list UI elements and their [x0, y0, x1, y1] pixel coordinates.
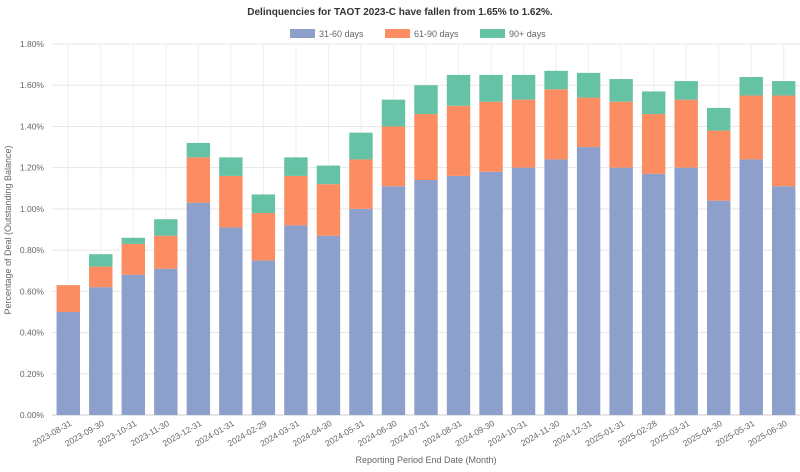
- bar-segment-90-days: [316, 165, 341, 185]
- bar-segment-61-90-days: [121, 243, 146, 275]
- bar-segment-90-days: [121, 237, 146, 244]
- bar-segment-31-60-days: [739, 159, 763, 415]
- bar-segment-90-days: [381, 99, 406, 127]
- bar-segment-31-60-days: [609, 167, 633, 415]
- legend-swatch: [290, 29, 315, 38]
- bar-segment-90-days: [349, 132, 373, 160]
- bar-segment-90-days: [414, 85, 438, 115]
- bar-segment-61-90-days: [609, 101, 633, 168]
- legend-swatch: [480, 29, 505, 38]
- bar-segment-31-60-days: [251, 260, 276, 415]
- bar-segment-31-60-days: [154, 268, 178, 415]
- legend-label: 90+ days: [509, 29, 546, 39]
- legend: 31-60 days 61-90 days 90+ days: [290, 29, 546, 39]
- bar-segment-61-90-days: [772, 95, 796, 187]
- bar-segment-61-90-days: [89, 266, 113, 288]
- bar-segment-61-90-days: [446, 105, 471, 176]
- bar-segment-90-days: [511, 74, 536, 100]
- y-tick-label: 1.60%: [20, 80, 45, 90]
- bar-segment-31-60-days: [479, 171, 503, 415]
- legend-item[interactable]: 31-60 days: [290, 29, 364, 39]
- bar-segment-61-90-days: [706, 130, 731, 201]
- bar-segment-61-90-days: [511, 99, 536, 168]
- bar-segment-61-90-days: [479, 101, 503, 172]
- bar-segment-61-90-days: [251, 213, 276, 261]
- bar-segment-61-90-days: [284, 175, 308, 226]
- legend-label: 61-90 days: [414, 29, 459, 39]
- bar-segment-61-90-days: [739, 95, 763, 160]
- bar-segment-61-90-days: [186, 157, 211, 203]
- bar-segment-61-90-days: [576, 97, 601, 148]
- bar-segment-31-60-days: [772, 186, 796, 415]
- bar-segment-90-days: [284, 157, 308, 176]
- legend-item[interactable]: 90+ days: [480, 29, 546, 39]
- bar-segment-90-days: [706, 107, 731, 131]
- bar-segment-31-60-days: [89, 287, 113, 415]
- bar-segment-31-60-days: [349, 208, 373, 415]
- bar-segment-90-days: [576, 72, 601, 98]
- bar-segment-61-90-days: [316, 184, 341, 236]
- bar-segment-31-60-days: [219, 227, 243, 415]
- bar-segment-61-90-days: [641, 114, 666, 174]
- bar-segment-61-90-days: [544, 89, 568, 160]
- bar-segment-61-90-days: [381, 126, 406, 187]
- bar-segment-61-90-days: [219, 175, 243, 228]
- bar-segment-90-days: [641, 91, 666, 115]
- bar-segment-90-days: [89, 254, 113, 267]
- bar-segment-31-60-days: [674, 167, 698, 415]
- bar-segment-90-days: [479, 74, 503, 102]
- x-axis-label: Reporting Period End Date (Month): [355, 455, 496, 465]
- y-tick-label: 1.80%: [20, 39, 45, 49]
- bar-segment-90-days: [609, 79, 633, 102]
- y-tick-label: 0.00%: [20, 410, 45, 420]
- bar-segment-31-60-days: [446, 175, 471, 415]
- y-tick-label: 0.40%: [20, 328, 45, 338]
- bar-segment-90-days: [739, 76, 763, 96]
- y-axis-label: Percentage of Deal (Outstanding Balance): [3, 145, 13, 314]
- bar-segment-31-60-days: [576, 147, 601, 416]
- bar-segment-31-60-days: [284, 225, 308, 415]
- bar-segment-31-60-days: [186, 202, 211, 415]
- y-tick-label: 1.40%: [20, 121, 45, 131]
- bar-segment-31-60-days: [316, 235, 341, 415]
- y-tick-label: 0.20%: [20, 369, 45, 379]
- bars: [56, 70, 796, 416]
- bar-segment-61-90-days: [674, 99, 698, 168]
- y-tick-label: 1.00%: [20, 204, 45, 214]
- bar-segment-61-90-days: [414, 114, 438, 181]
- y-tick-label: 0.60%: [20, 286, 45, 296]
- bar-segment-90-days: [219, 157, 243, 176]
- legend-label: 31-60 days: [319, 29, 364, 39]
- bar-segment-31-60-days: [414, 180, 438, 415]
- x-tick-labels: 2023-08-312023-09-302023-10-312023-11-30…: [31, 418, 789, 449]
- bar-segment-31-60-days: [706, 200, 731, 415]
- bar-segment-31-60-days: [381, 186, 406, 415]
- bar-segment-31-60-days: [56, 311, 80, 415]
- chart-title: Delinquencies for TAOT 2023-C have falle…: [247, 7, 553, 18]
- bar-segment-61-90-days: [56, 285, 80, 312]
- bar-segment-90-days: [544, 70, 568, 90]
- bar-segment-31-60-days: [121, 274, 146, 415]
- bar-segment-90-days: [186, 142, 211, 158]
- bar-segment-31-60-days: [544, 159, 568, 415]
- bar-segment-31-60-days: [511, 167, 536, 415]
- bar-segment-61-90-days: [349, 159, 373, 209]
- y-tick-label: 0.80%: [20, 245, 45, 255]
- legend-swatch: [385, 29, 410, 38]
- y-tick-label: 1.20%: [20, 163, 45, 173]
- bar-segment-90-days: [251, 194, 276, 214]
- bar-segment-90-days: [674, 81, 698, 100]
- legend-item[interactable]: 61-90 days: [385, 29, 459, 39]
- bar-segment-31-60-days: [641, 173, 666, 415]
- bar-segment-61-90-days: [154, 235, 178, 269]
- bar-segment-90-days: [154, 219, 178, 236]
- bar-segment-90-days: [446, 74, 471, 106]
- bar-segment-90-days: [772, 81, 796, 96]
